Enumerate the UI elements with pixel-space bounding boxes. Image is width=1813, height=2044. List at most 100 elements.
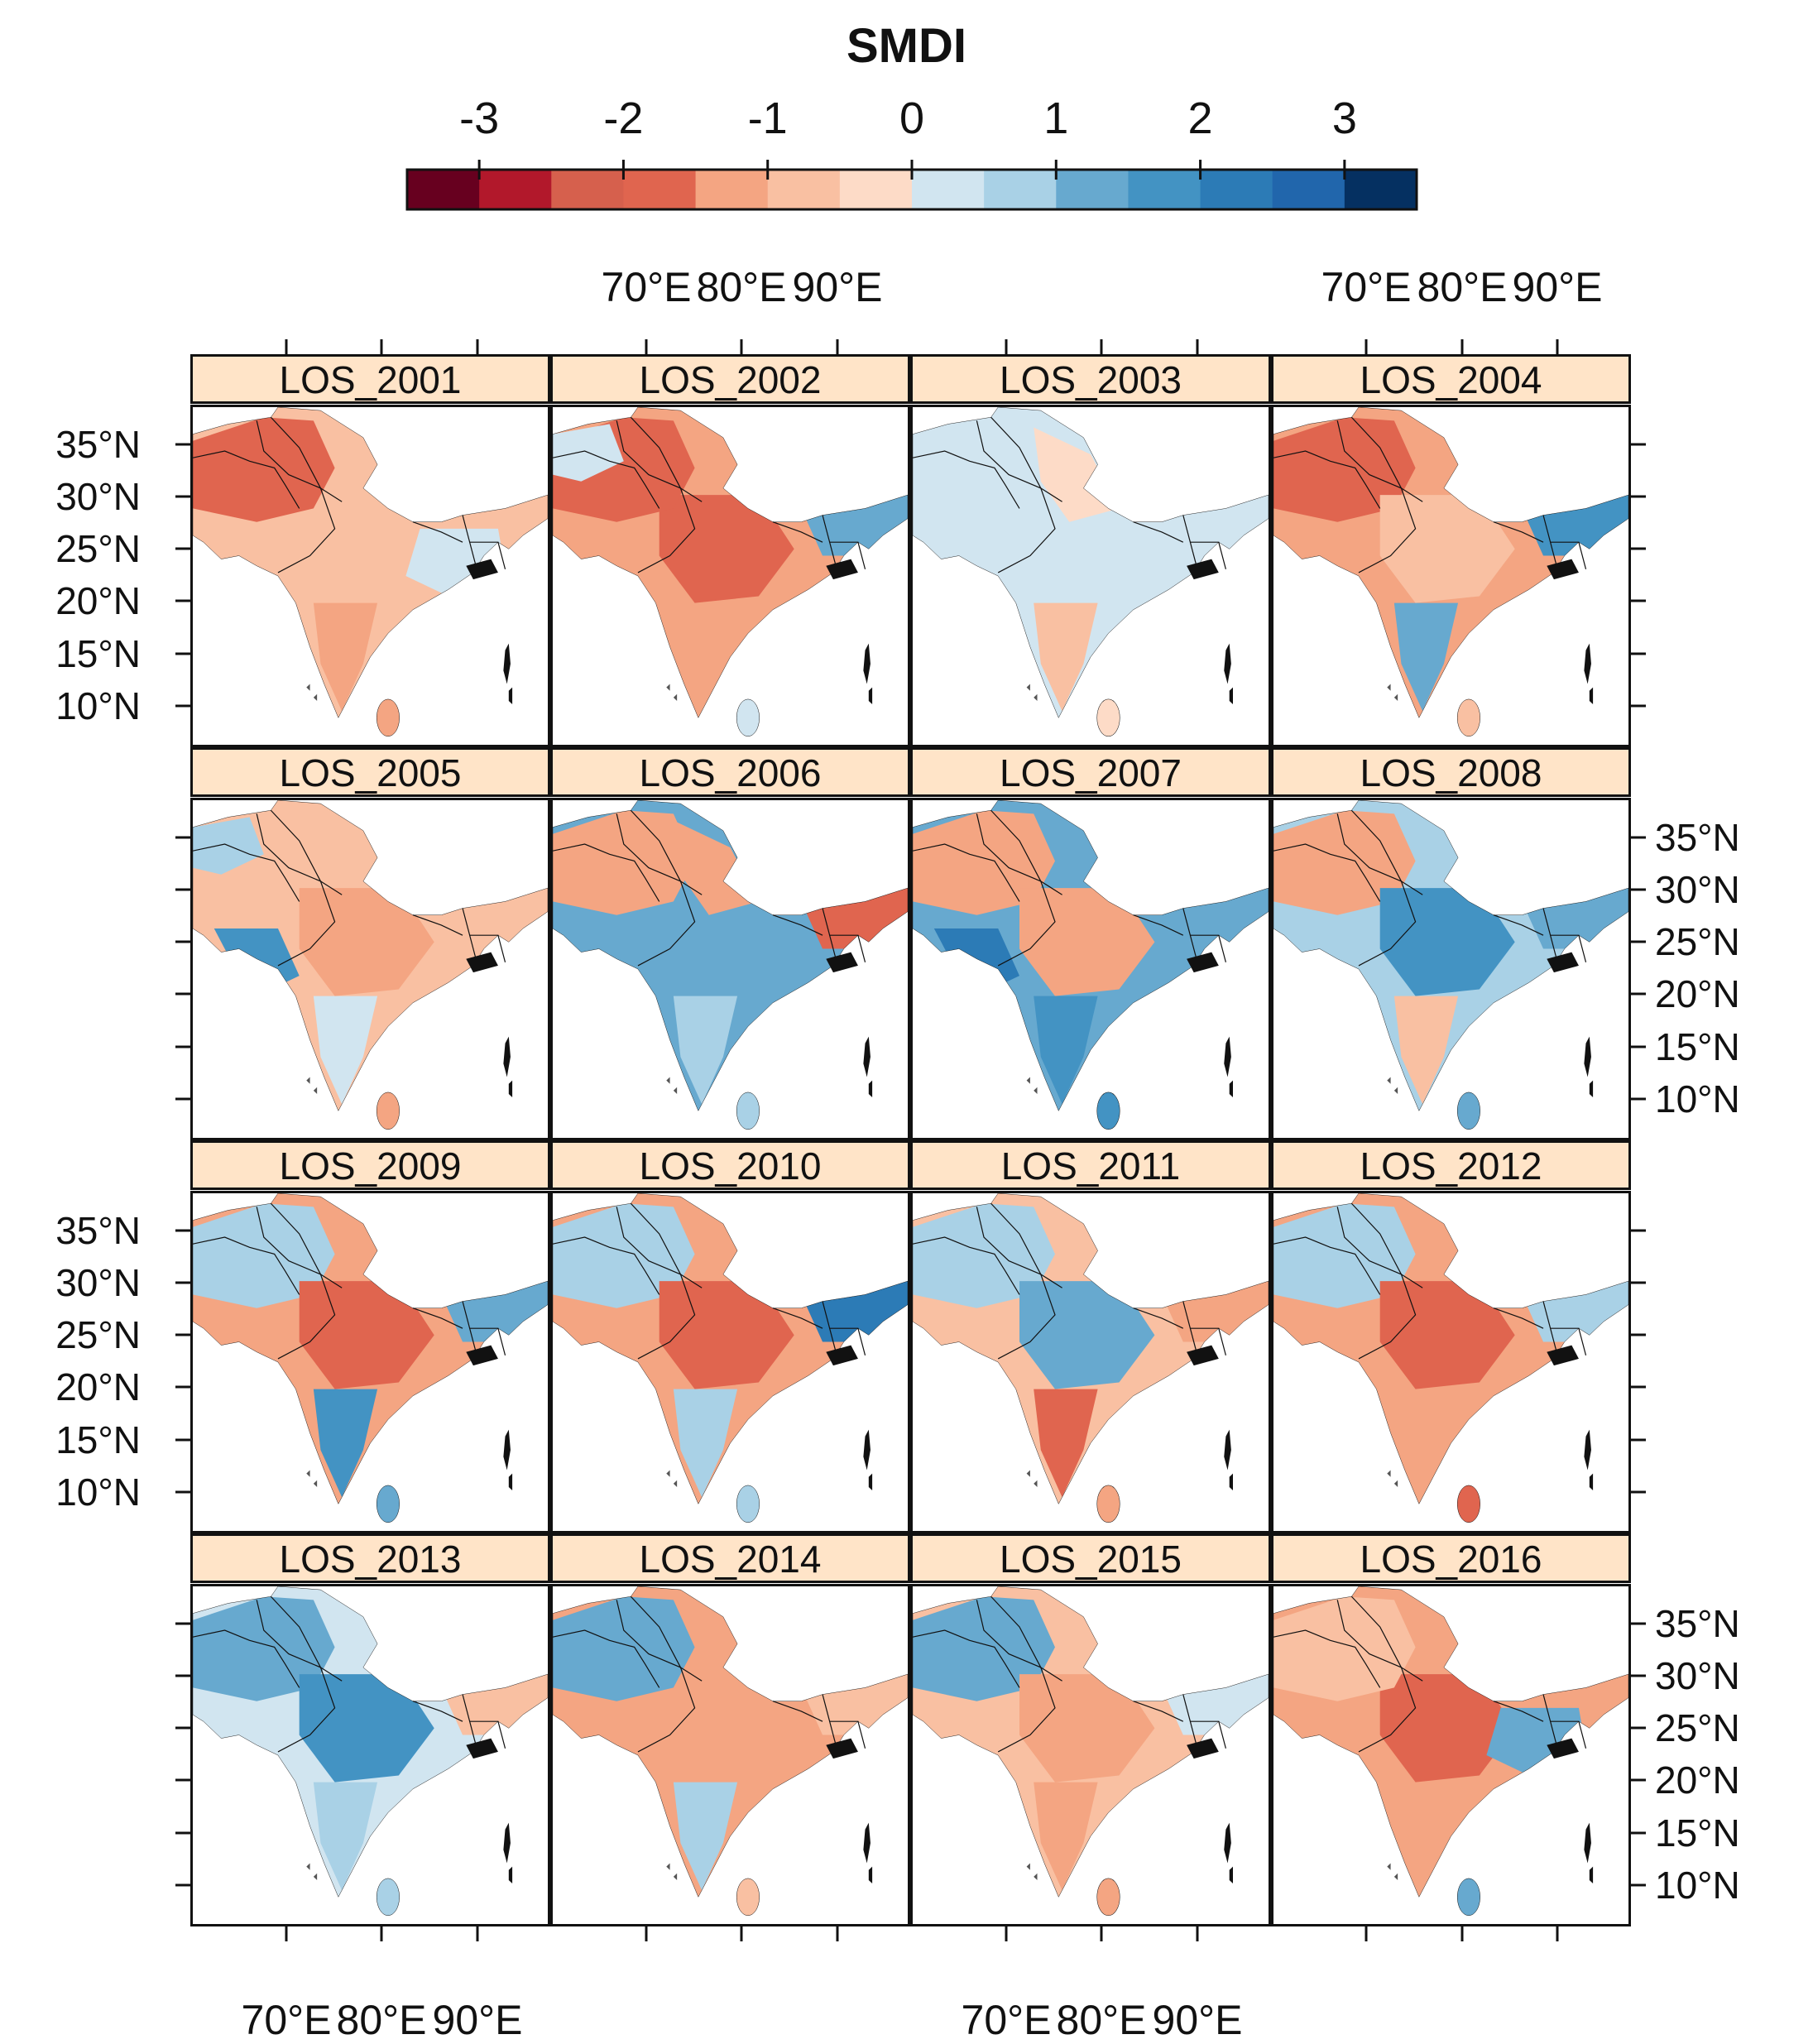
lakshadweep-islands xyxy=(1026,684,1038,701)
country-border xyxy=(1273,1630,1380,1687)
smdi-anomaly-patch-center xyxy=(1379,495,1515,603)
country-border xyxy=(1183,1302,1197,1355)
country-border xyxy=(1351,810,1415,966)
panel-strip-label: LOS_2002 xyxy=(550,354,910,404)
country-border xyxy=(616,1600,702,1681)
latitude-label: 30°N xyxy=(55,1261,141,1304)
lakshadweep-islands xyxy=(666,1077,678,1094)
map-panel xyxy=(1271,1584,1631,1926)
smdi-anomaly-patch-nw xyxy=(553,810,695,915)
country-border xyxy=(1337,1600,1422,1681)
sri-lanka xyxy=(736,1485,759,1523)
country-border xyxy=(976,813,1062,895)
country-border xyxy=(631,1596,694,1752)
coastline xyxy=(1273,1586,1628,1897)
andaman-islands xyxy=(863,1429,873,1491)
colorbar-title: SMDI xyxy=(847,19,966,73)
smdi-anomaly-patch-nw xyxy=(553,1596,695,1701)
andaman-islands xyxy=(1224,1822,1233,1884)
sundarbans-mask xyxy=(826,559,858,580)
smdi-anomaly-patch-nw xyxy=(553,1203,695,1308)
country-border xyxy=(976,1600,1062,1681)
sundarbans-mask xyxy=(466,952,498,973)
sundarbans-mask xyxy=(826,1345,858,1366)
latitude-label: 15°N xyxy=(1655,1025,1740,1068)
latitude-label: 20°N xyxy=(55,579,141,622)
panel-strip-label: LOS_2008 xyxy=(1271,747,1631,797)
smdi-anomaly-patch-nw xyxy=(1273,1596,1416,1701)
country-border xyxy=(193,844,300,901)
sundarbans-mask xyxy=(466,1738,498,1759)
smdi-anomaly-patch-south xyxy=(673,996,738,1105)
coastline xyxy=(193,1586,548,1897)
latitude-label: 20°N xyxy=(55,1365,141,1408)
latitude-label: 10°N xyxy=(55,1471,141,1514)
country-border xyxy=(773,1701,823,1721)
lakshadweep-islands xyxy=(1026,1077,1038,1094)
country-border xyxy=(470,935,506,962)
country-border xyxy=(553,844,659,901)
coastline xyxy=(193,800,548,1111)
lakshadweep-islands xyxy=(1026,1863,1038,1880)
colorbar-segment xyxy=(1128,170,1201,209)
country-border xyxy=(991,810,1055,966)
sri-lanka xyxy=(736,1878,759,1916)
country-border xyxy=(1134,522,1183,542)
sri-lanka xyxy=(1457,1485,1480,1523)
country-border xyxy=(976,1207,1062,1288)
colorbar-tick-label: -3 xyxy=(459,94,500,143)
colorbar-tick-label: 1 xyxy=(1043,94,1069,143)
colorbar xyxy=(405,160,1418,211)
panel-strip-label: LOS_2010 xyxy=(550,1140,910,1190)
smdi-anomaly-patch-center xyxy=(1379,888,1515,996)
sundarbans-mask xyxy=(1187,1345,1219,1366)
smdi-map xyxy=(193,1193,548,1531)
country-border xyxy=(470,1721,506,1749)
colorbar-segment xyxy=(1272,170,1345,209)
latitude-label: 30°N xyxy=(1655,868,1740,911)
coastline xyxy=(913,1586,1269,1897)
country-border xyxy=(631,417,694,573)
lakshadweep-islands xyxy=(1026,1470,1038,1487)
sri-lanka xyxy=(1097,1485,1120,1523)
country-border xyxy=(1190,1328,1225,1355)
country-border xyxy=(1190,1721,1225,1749)
smdi-map xyxy=(553,1193,908,1531)
andaman-islands xyxy=(1224,1036,1233,1098)
colorbar-segment xyxy=(551,170,624,209)
smdi-map xyxy=(553,407,908,745)
country-border xyxy=(1551,935,1586,962)
coastline xyxy=(913,407,1269,717)
lakshadweep-islands xyxy=(666,1863,678,1880)
sri-lanka xyxy=(377,1092,399,1130)
country-border xyxy=(1551,1328,1586,1355)
country-border xyxy=(1337,1207,1422,1288)
sri-lanka xyxy=(1457,1092,1480,1130)
country-border xyxy=(913,451,1019,508)
map-panel xyxy=(1271,405,1631,747)
sri-lanka xyxy=(1097,1092,1120,1130)
smdi-map xyxy=(913,407,1269,745)
map-panel xyxy=(910,1191,1271,1533)
andaman-islands xyxy=(1224,643,1233,705)
lakshadweep-islands xyxy=(306,1077,318,1094)
lakshadweep-islands xyxy=(1387,1863,1398,1880)
country-border xyxy=(1337,420,1422,501)
country-border xyxy=(1183,1695,1197,1749)
country-border xyxy=(1273,1237,1380,1294)
coastline xyxy=(553,407,908,717)
coastline xyxy=(913,800,1269,1111)
panel-strip-label: LOS_2009 xyxy=(190,1140,550,1190)
smdi-map xyxy=(913,1193,1269,1531)
sundarbans-mask xyxy=(826,952,858,973)
panel-strip-label: LOS_2013 xyxy=(190,1533,550,1583)
latitude-label: 25°N xyxy=(55,1313,141,1356)
sri-lanka xyxy=(1097,699,1120,737)
smdi-map xyxy=(913,800,1269,1138)
colorbar-tick-label: -2 xyxy=(603,94,644,143)
map-panel xyxy=(550,1584,910,1926)
andaman-islands xyxy=(1584,643,1594,705)
smdi-map xyxy=(193,800,548,1138)
country-border xyxy=(470,1328,506,1355)
